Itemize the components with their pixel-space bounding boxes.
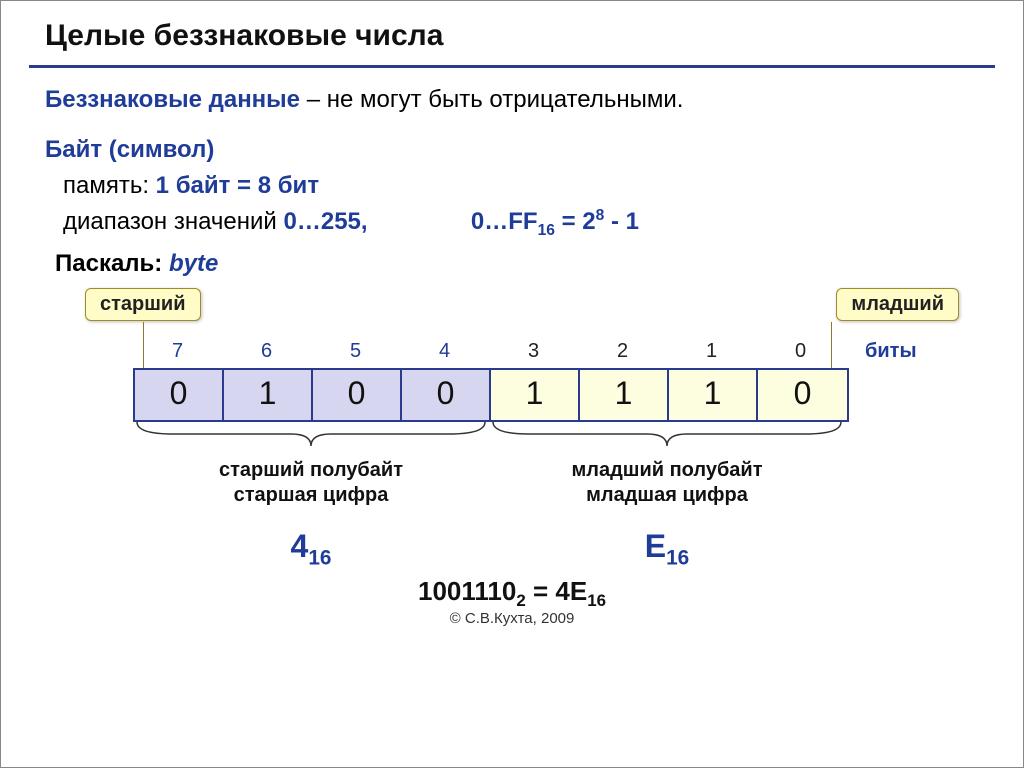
hex-low-digit: E16 <box>489 528 845 570</box>
label-high-nibble-l2: старшая цифра <box>234 484 389 506</box>
hex-high-base: 16 <box>308 547 331 570</box>
definition-term: Беззнаковые данные <box>45 86 300 113</box>
memory-label: память: <box>63 172 156 199</box>
bit-index: 4 <box>400 340 489 363</box>
hex-low-base: 16 <box>666 547 689 570</box>
bit-index: 3 <box>489 340 578 363</box>
bit-index: 0 <box>756 340 845 363</box>
hex-low-value: E <box>645 528 666 564</box>
definition-line: Беззнаковые данные – не могут быть отриц… <box>45 82 979 118</box>
range-line: диапазон значений 0…255, 0…FF16 = 28 - 1 <box>45 204 979 242</box>
pascal-type: byte <box>169 250 218 277</box>
memory-value: 1 байт = 8 бит <box>156 172 319 199</box>
bit-cell: 1 <box>491 370 580 420</box>
bit-cell: 0 <box>758 370 847 420</box>
bit-cell: 1 <box>580 370 669 420</box>
title-rule <box>29 65 995 68</box>
definition-rest: – не могут быть отрицательными. <box>300 86 683 113</box>
range-label: диапазон значений <box>63 208 284 235</box>
eq-binary-base: 2 <box>516 591 525 610</box>
label-high-nibble: старший полубайт старшая цифра <box>133 458 489 508</box>
bit-index: 7 <box>133 340 222 363</box>
label-low-nibble: младший полубайт младшая цифра <box>489 458 845 508</box>
bit-index: 6 <box>222 340 311 363</box>
label-low-nibble-l2: младшая цифра <box>586 484 748 506</box>
range-value: 0…255, <box>284 208 368 235</box>
bit-cell: 0 <box>402 370 491 420</box>
brace-low-nibble <box>489 420 845 450</box>
tag-low-bit: младший <box>836 288 959 321</box>
pascal-label: Паскаль: <box>55 250 169 277</box>
copyright-line: © С.В.Кухта, 2009 <box>45 610 979 627</box>
brace-high-nibble <box>133 420 489 450</box>
range-hex: 0…FF16 = 28 - 1 <box>471 208 639 235</box>
byte-diagram: старший младший биты 76543210 01001110 с… <box>45 288 979 668</box>
bit-index-row: 76543210 <box>133 340 845 363</box>
range-eq: = 2 <box>555 208 596 235</box>
eq-binary: 1001110 <box>418 576 516 606</box>
eq-equals: = 4E <box>526 576 587 606</box>
bit-index: 5 <box>311 340 400 363</box>
pascal-line: Паскаль: byte <box>45 246 979 282</box>
eq-hex-base: 16 <box>587 591 606 610</box>
page-title: Целые беззнаковые числа <box>1 1 1023 65</box>
label-low-nibble-l1: младший полубайт <box>571 459 762 481</box>
bit-index: 1 <box>667 340 756 363</box>
bit-cell: 1 <box>669 370 758 420</box>
bit-cell: 1 <box>224 370 313 420</box>
range-hex-base: 16 <box>538 222 555 239</box>
conversion-equation: 10011102 = 4E16 <box>45 576 979 611</box>
range-hex-pre: 0…FF <box>471 208 538 235</box>
tag-high-bit: старший <box>85 288 201 321</box>
bit-index: 2 <box>578 340 667 363</box>
bit-cell: 0 <box>313 370 402 420</box>
bit-value-row: 01001110 <box>133 368 849 422</box>
content-area: Беззнаковые данные – не могут быть отриц… <box>1 82 1023 668</box>
bit-cell: 0 <box>135 370 224 420</box>
bits-axis-label: биты <box>865 340 917 363</box>
byte-heading: Байт (символ) <box>45 132 979 168</box>
memory-line: память: 1 байт = 8 бит <box>45 168 979 204</box>
label-high-nibble-l1: старший полубайт <box>219 459 403 481</box>
hex-high-digit: 416 <box>133 528 489 570</box>
range-tail: - 1 <box>604 208 639 235</box>
hex-high-value: 4 <box>291 528 309 564</box>
